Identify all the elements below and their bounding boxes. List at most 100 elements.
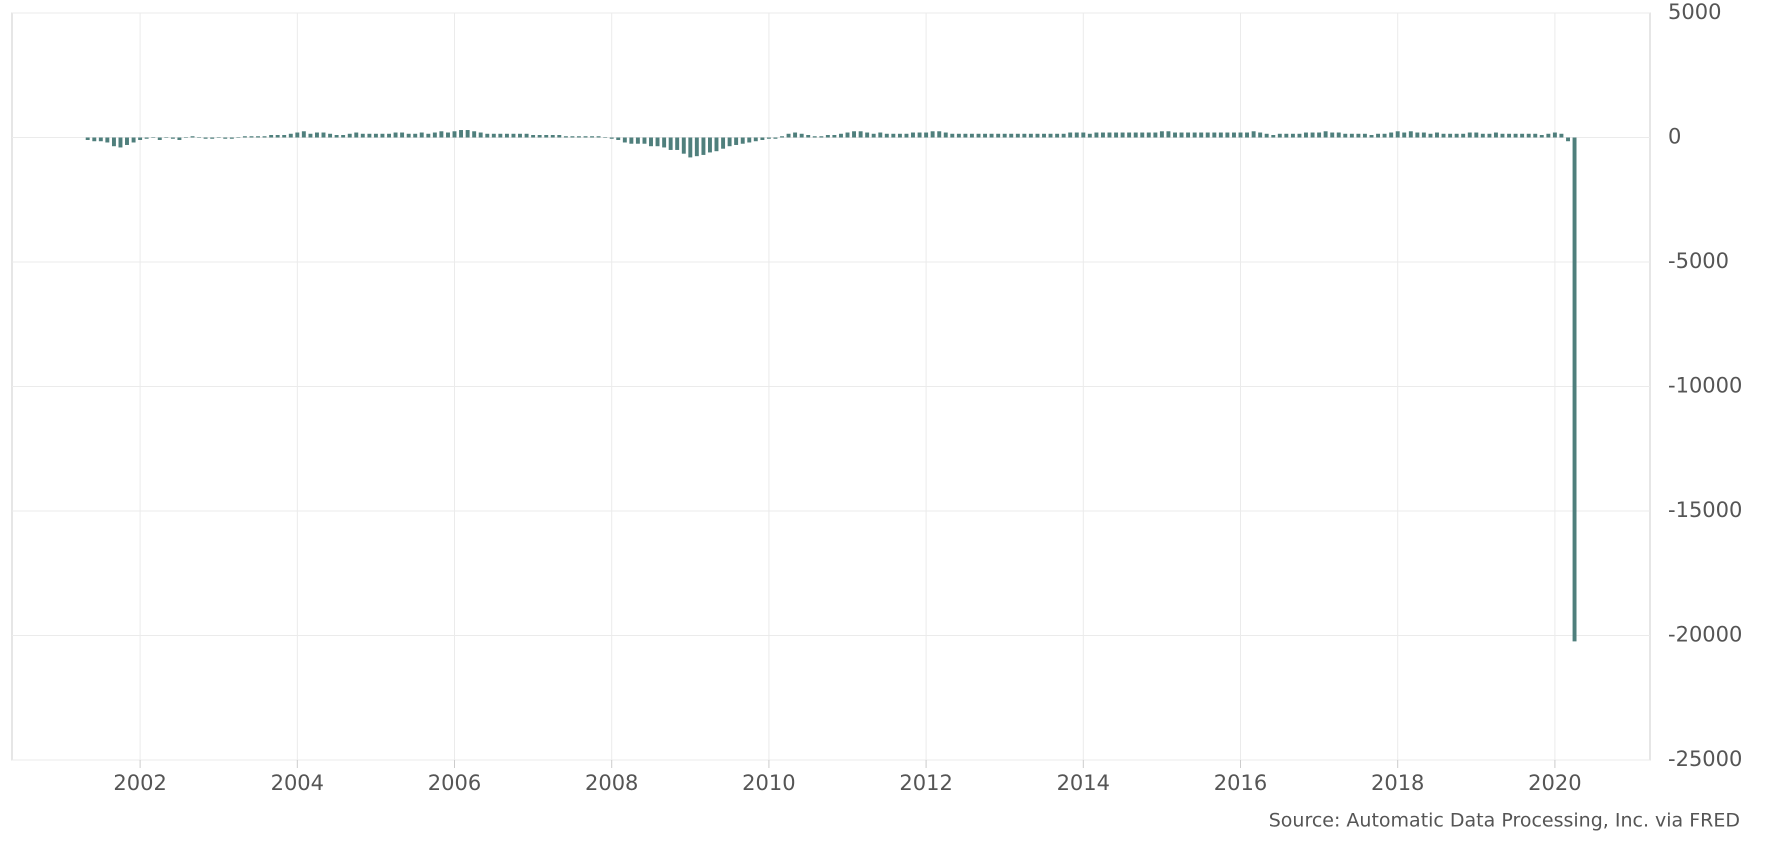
bar (1042, 133, 1046, 138)
y-tick-label: -10000 (1668, 374, 1742, 398)
bar (1284, 133, 1289, 138)
bar (1009, 133, 1014, 138)
bar (681, 137, 686, 154)
bar (498, 133, 503, 138)
x-tick-label: 2020 (1528, 771, 1581, 795)
bar (1205, 132, 1210, 138)
bar (629, 137, 634, 144)
bar (118, 137, 123, 148)
x-tick-label: 2012 (899, 771, 952, 795)
bar (694, 137, 699, 157)
bar (1068, 132, 1073, 138)
bar (806, 135, 811, 138)
y-tick-label: 0 (1668, 125, 1681, 149)
bar (1192, 132, 1197, 138)
bar (1100, 132, 1105, 138)
bar (1153, 132, 1158, 138)
bar (1048, 133, 1053, 138)
bar (1297, 133, 1302, 138)
bar (1343, 133, 1348, 138)
x-tick-label: 2014 (1057, 771, 1110, 795)
bar (1277, 133, 1282, 138)
bar (400, 132, 405, 138)
bar (747, 137, 752, 143)
bar (563, 136, 568, 138)
bar (164, 137, 169, 138)
bar (1055, 133, 1060, 138)
bar (753, 137, 758, 142)
bar (1376, 133, 1381, 138)
bar (1173, 132, 1177, 138)
bar (544, 135, 549, 138)
bar (105, 137, 110, 143)
bar (1061, 133, 1066, 138)
bar (472, 131, 477, 138)
y-tick-label: -20000 (1668, 623, 1742, 647)
bar (655, 137, 660, 147)
bar (1487, 133, 1492, 138)
bar (138, 137, 143, 140)
bar (478, 132, 483, 138)
bar (1493, 132, 1498, 138)
x-tick-label: 2008 (585, 771, 638, 795)
bar (92, 137, 97, 142)
bar (1513, 133, 1518, 138)
bar (314, 132, 319, 138)
bar (668, 137, 673, 150)
bar (1094, 132, 1099, 138)
bar (662, 137, 667, 148)
bar (1467, 132, 1472, 138)
bar (1448, 133, 1453, 138)
bar (891, 133, 896, 138)
bar (1028, 133, 1033, 138)
bar (1074, 132, 1079, 138)
bar (269, 135, 274, 138)
bar (1002, 133, 1007, 138)
bar (1362, 133, 1367, 138)
bar (242, 136, 247, 138)
bar (518, 133, 522, 138)
bar (1212, 132, 1217, 138)
bar (1304, 132, 1308, 138)
bar (380, 133, 385, 138)
bar (282, 135, 287, 138)
bar (996, 133, 1001, 138)
bar (1271, 135, 1276, 138)
bar (1232, 132, 1236, 138)
bar (1441, 133, 1446, 138)
bar (839, 133, 843, 138)
y-tick-label: 5000 (1668, 0, 1721, 24)
bar (858, 131, 863, 138)
bar (111, 137, 116, 147)
bar (85, 137, 90, 140)
bar (1336, 132, 1341, 138)
bar (216, 137, 221, 138)
bar (459, 130, 464, 138)
bar (1572, 137, 1577, 642)
bar (845, 132, 850, 138)
bar (98, 137, 103, 142)
bar (1127, 132, 1132, 138)
bar (1290, 133, 1295, 138)
bar (249, 136, 254, 138)
x-tick-label: 2010 (742, 771, 795, 795)
bar (1179, 132, 1184, 138)
bar (446, 132, 450, 138)
bar (773, 137, 778, 139)
bar (1251, 131, 1256, 138)
bar (1133, 132, 1138, 138)
bar (341, 135, 346, 138)
bar (531, 135, 536, 138)
bar (1146, 132, 1151, 138)
bar (504, 133, 509, 138)
bar (576, 136, 581, 138)
bar (426, 133, 431, 138)
bar (852, 131, 856, 138)
bar (760, 137, 765, 140)
bar (714, 137, 719, 152)
bar (969, 133, 974, 138)
bar (170, 137, 175, 139)
bar (223, 137, 228, 139)
bar (786, 133, 791, 138)
bar (1408, 131, 1413, 138)
